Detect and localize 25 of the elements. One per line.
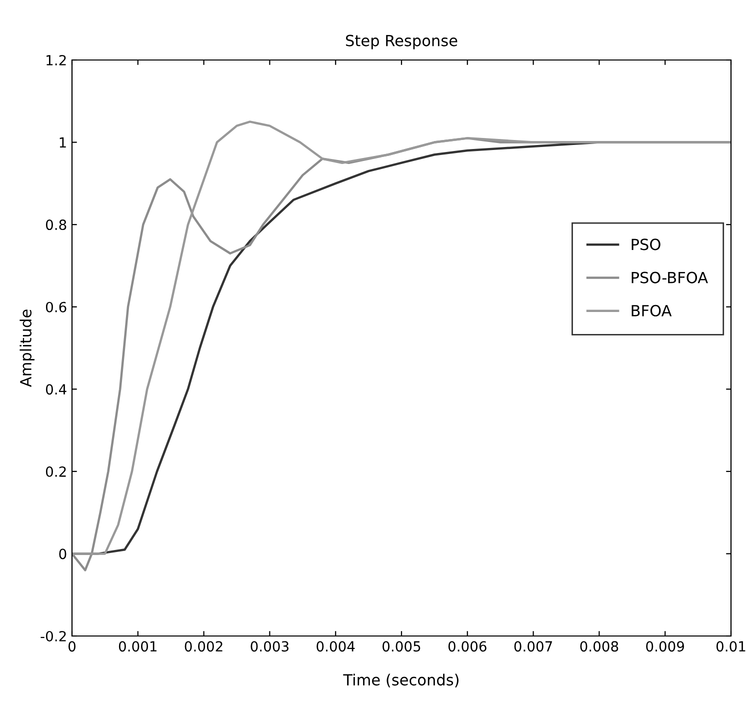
y-tick-label: 1.2 bbox=[46, 54, 66, 66]
y-tick-label: 0.8 bbox=[46, 220, 66, 230]
x-tick-label: 0.009 bbox=[646, 641, 684, 652]
legend-label: BFOA bbox=[632, 304, 672, 316]
y-tick-label: 1 bbox=[60, 137, 66, 148]
x-tick-label: 0.001 bbox=[118, 641, 156, 652]
x-tick-label: 0.006 bbox=[448, 641, 486, 652]
x-tick-label: 0.004 bbox=[316, 641, 355, 652]
chart-title: Step Response bbox=[346, 34, 458, 50]
y-tick-label: 0.6 bbox=[46, 302, 66, 312]
y-tick-label: 0.2 bbox=[46, 466, 66, 477]
x-tick-label: 0 bbox=[68, 641, 76, 652]
y-tick-label: 0.4 bbox=[46, 384, 66, 395]
y-tick-label: 0 bbox=[59, 548, 66, 560]
y-tick-label: -0.2 bbox=[40, 630, 66, 642]
legend-label: PSO bbox=[632, 238, 660, 250]
x-tick-label: 0.01 bbox=[716, 641, 746, 652]
x-tick-label: 0.003 bbox=[250, 641, 288, 652]
x-tick-label: 0.002 bbox=[184, 641, 222, 652]
x-tick-label: 0.008 bbox=[580, 641, 618, 652]
y-axis-title: Amplitude bbox=[20, 310, 34, 388]
x-tick-label: 0.005 bbox=[382, 641, 420, 652]
x-axis-title: Time (seconds) bbox=[343, 674, 458, 688]
x-tick-label: 0.007 bbox=[514, 641, 552, 652]
legend-label: PSO-BFOA bbox=[632, 272, 708, 284]
